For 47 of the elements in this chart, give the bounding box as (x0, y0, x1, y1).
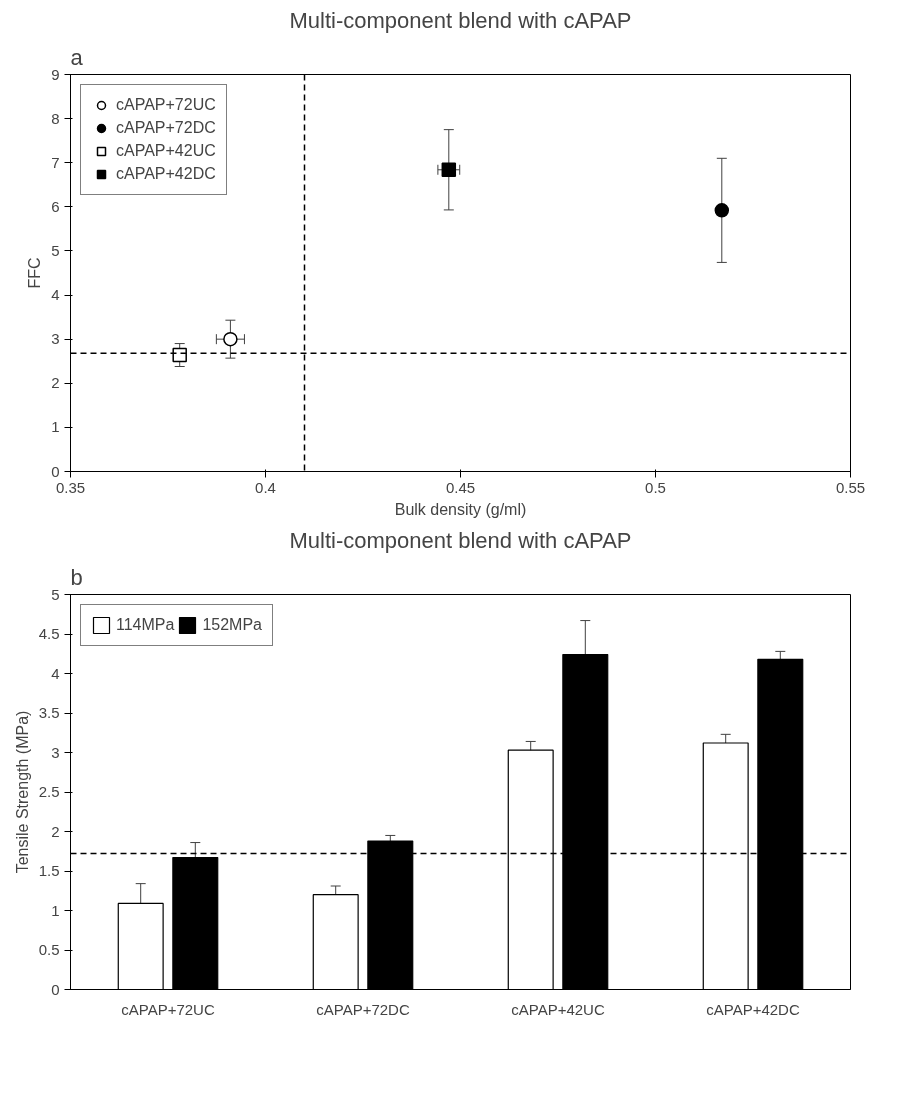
y-tick-label: 0 (51, 462, 60, 480)
x-tick-label: cAPAP+72UC (121, 1000, 215, 1018)
y-tick-label: 0.5 (38, 941, 60, 958)
y-tick-label: 4.5 (38, 625, 60, 642)
legend-label: cAPAP+72DC (116, 119, 216, 137)
x-axis-title: Bulk density (g/ml) (394, 500, 527, 518)
point (714, 203, 730, 218)
text: a (70, 44, 84, 70)
x-tick-label: 0.5 (645, 478, 666, 496)
y-axis-title: FFC (26, 257, 44, 289)
y-tick-label: 4 (51, 286, 60, 304)
x-tick-label: 0.45 (445, 478, 476, 496)
y-tick-label: 4 (51, 664, 60, 682)
x-tick-label: 0.4 (255, 478, 276, 496)
y-tick-label: 3 (51, 330, 60, 348)
point (172, 347, 187, 363)
y-tick-label: 8 (51, 109, 60, 127)
chart-title: Multi-component blend with cAPAP (289, 7, 632, 33)
y-tick-label: 5 (51, 585, 60, 603)
y-tick-label: 9 (51, 65, 60, 83)
x-tick-label: cAPAP+72DC (316, 1000, 410, 1018)
legend-label: 114MPa (116, 616, 175, 634)
x-tick-label: 0.35 (55, 478, 86, 496)
y-tick-label: 1 (51, 418, 60, 436)
y-tick-label: 1.5 (38, 862, 60, 879)
y-tick-label: 0 (51, 980, 60, 998)
y-tick-label: 3.5 (38, 704, 60, 721)
point (223, 331, 238, 347)
text: b (70, 564, 83, 590)
y-tick-label: 5 (51, 241, 60, 259)
legend-label: cAPAP+72UC (116, 96, 216, 114)
y-tick-label: 2 (51, 822, 60, 840)
x-tick-label: 0.55 (835, 478, 866, 496)
legend-label: 152MPa (202, 616, 262, 634)
y-tick-label: 2.5 (38, 783, 60, 800)
y-tick-label: 3 (51, 743, 60, 761)
y-tick-label: 6 (51, 197, 60, 215)
x-tick-label: cAPAP+42DC (706, 1000, 800, 1018)
legend-label: cAPAP+42DC (116, 165, 216, 183)
y-tick-label: 7 (51, 153, 60, 171)
point (441, 162, 457, 178)
y-tick-label: 2 (51, 374, 60, 392)
legend-label: cAPAP+42UC (116, 142, 216, 160)
y-axis-title: Tensile Strength (MPa) (13, 710, 31, 874)
y-tick-label: 1 (51, 901, 60, 919)
chart-title: Multi-component blend with cAPAP (289, 527, 632, 553)
x-tick-label: cAPAP+42UC (511, 1000, 605, 1018)
